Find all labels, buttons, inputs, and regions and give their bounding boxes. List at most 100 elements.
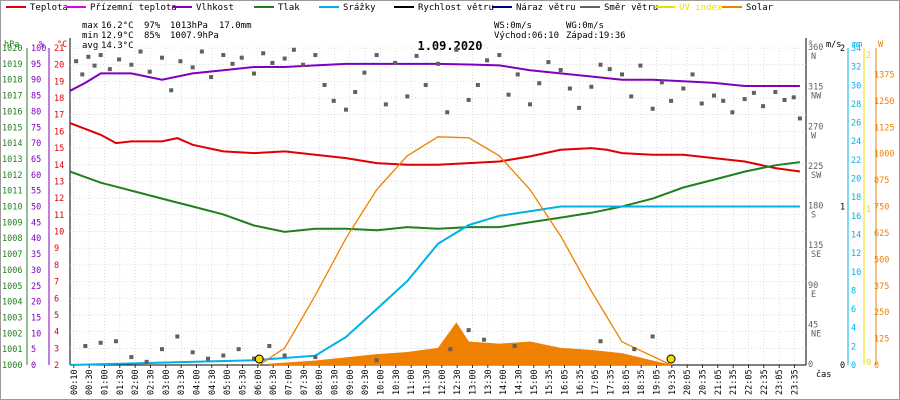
axis-dir-tick-9: 0 [808,360,813,370]
x-tick-1: 00:10 [70,369,80,395]
axis-dir-tick-7: 90 [808,281,818,291]
axis-pct-tick-10: 55 [31,187,41,197]
axis-degc-tick-10: 12 [54,194,64,204]
axis-ms-tick-5: 1 [840,203,845,213]
axis-mm-tick-11: 14 [851,230,861,240]
axis-dir-name-5: S [811,211,816,221]
axis-mm-tick-3: 30 [851,81,861,91]
axis-degc-tick-1: 21 [54,44,64,54]
axis-pct-tick-16: 25 [31,282,41,292]
x-tick-5: 02:00 [131,369,141,395]
x-tick-39: 19:05 [653,369,663,395]
axis-w-tick-3: 1250 [874,97,894,107]
x-tick-27: 13:00 [469,369,479,395]
wind-speed-point-3 [114,339,118,344]
wind-speed-point-21 [598,339,603,344]
axis-w-tick-4: 1125 [874,123,894,133]
wind-dir-point-60 [659,80,664,85]
axis-hpa-tick-14: 1007 [2,250,22,260]
legend-label-5: Srážky [343,3,376,13]
axis-dir-tick-2: 315 [808,83,823,93]
stat-max-label: max [82,21,99,31]
axis-hpa-tick-3: 1018 [2,76,22,86]
axis-pct-tick-14: 35 [31,250,41,260]
axis-mm-tick-7: 22 [851,156,861,166]
wind-dir-point-45 [506,92,511,97]
axis-hpa-tick-15: 1006 [2,266,22,276]
axis-degc-tick-18: 4 [54,328,59,338]
wind-dir-point-25 [301,62,306,67]
axis-hpa-tick-11: 1010 [2,203,22,213]
axis-pct-tick-11: 50 [31,203,41,213]
axis-ms-tick-1: 2 [840,44,845,54]
wind-dir-point-58 [638,63,643,68]
axis-hpa-tick-10: 1011 [2,187,22,197]
x-tick-6: 02:30 [147,369,157,395]
x-tick-12: 05:30 [239,369,249,395]
x-tick-2: 00:30 [85,369,95,395]
axis-mm-tick-13: 10 [851,268,861,278]
axis-degc-label: °C [57,40,67,50]
wind-speed-point-15 [313,355,318,360]
wind-speed-point-22 [632,347,637,352]
stat-sunset: Západ:19:36 [566,31,626,41]
wind-dir-point-49 [546,60,551,65]
x-tick-41: 20:05 [683,369,693,395]
legend-label-2: Přízemní teplota [90,3,177,13]
series-line-4 [69,205,800,366]
axis-hpa-tick-2: 1019 [2,60,22,70]
legend-label-3: Vlhkost [196,3,234,13]
wind-dir-point-6 [107,67,112,72]
wind-dir-point-14 [190,65,195,70]
axis-dir-tick-6: 135 [808,241,823,251]
axis-mm-tick-14: 8 [851,286,856,296]
axis-hpa-tick-19: 1002 [2,329,22,339]
wind-speed-point-7 [175,334,180,339]
axis-mm-tick-15: 6 [851,305,856,315]
x-tick-4: 01:30 [116,369,126,395]
stat-max-temp: 16.2°C [101,21,134,31]
x-tick-37: 18:05 [622,369,632,395]
axis-w-tick-9: 500 [874,255,889,265]
wind-speed-point-17 [448,347,453,352]
axis-w-tick-6: 875 [874,176,889,186]
axis-degc-tick-2: 20 [54,61,64,71]
axis-hpa-tick-7: 1014 [2,139,22,149]
axis-pct-tick-21: 0 [31,361,36,371]
wind-speed-point-5 [144,359,149,364]
wind-dir-point-47 [528,102,532,107]
axis-degc-tick-3: 19 [54,77,64,87]
wind-dir-point-55 [607,67,612,72]
wind-dir-point-65 [712,93,716,98]
legend-label-1: Teplota [30,3,68,13]
x-tick-47: 23:05 [775,369,785,395]
x-tick-40: 19:35 [668,369,678,395]
axis-hpa-tick-17: 1004 [2,298,22,308]
wind-dir-point-11 [160,55,164,60]
x-tick-16: 07:30 [300,369,310,395]
axis-hpa-tick-6: 1015 [2,123,22,133]
wind-speed-point-4 [129,355,134,360]
wind-dir-point-35 [405,94,410,99]
wind-speed-point-11 [236,347,241,352]
wind-dir-point-70 [761,104,766,109]
wind-dir-point-59 [650,106,655,111]
wind-dir-point-56 [620,72,624,77]
stat-rain-total: 17.0mm [219,21,252,31]
x-tick-9: 04:00 [193,369,203,395]
axis-dir-name-2: NW [811,92,822,102]
wind-dir-point-53 [589,84,594,89]
x-tick-14: 06:30 [269,369,279,395]
wind-dir-point-44 [497,53,502,58]
axis-dir-name-6: SE [811,250,821,260]
stat-min-label: min [82,31,98,41]
axis-degc-tick-20: 2 [54,361,59,371]
axis-pct-tick-20: 5 [31,345,36,355]
axis-mm-tick-2: 32 [851,63,861,73]
wind-dir-point-37 [423,82,428,87]
axis-mm-tick-6: 24 [851,137,861,147]
axis-hpa-tick-1: 1020 [2,44,22,54]
wind-dir-point-3 [86,54,91,59]
stat-max-pressure: 1013hPa [170,21,208,31]
axis-pct-tick-18: 15 [31,313,41,323]
